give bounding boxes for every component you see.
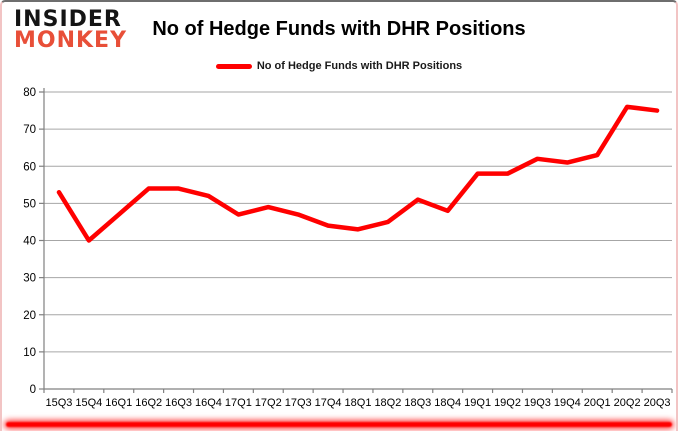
bottom-red-glow-bar bbox=[6, 422, 672, 427]
legend-label: No of Hedge Funds with DHR Positions bbox=[256, 60, 463, 72]
y-axis-tick-label: 30 bbox=[23, 273, 36, 285]
x-axis-tick-label: 19Q1 bbox=[464, 397, 491, 409]
legend: No of Hedge Funds with DHR Positions bbox=[2, 60, 676, 72]
y-axis-tick-label: 0 bbox=[30, 384, 36, 396]
x-axis-tick-label: 18Q2 bbox=[374, 397, 401, 409]
x-axis-tick-label: 17Q1 bbox=[225, 397, 252, 409]
axes bbox=[39, 88, 673, 393]
series-line-hedge-fund-positions bbox=[56, 104, 660, 243]
x-axis-tick-label: 17Q3 bbox=[285, 397, 312, 409]
x-axis-tick-label: 19Q2 bbox=[494, 397, 521, 409]
x-axis-tick-label: 17Q4 bbox=[315, 397, 342, 409]
legend-line-swatch-icon bbox=[215, 63, 252, 69]
x-axis-tick-label: 18Q4 bbox=[434, 397, 461, 409]
x-axis-tick-label: 19Q3 bbox=[524, 397, 551, 409]
x-axis-tick-label: 19Q4 bbox=[554, 397, 581, 409]
y-axis-tick-label: 60 bbox=[23, 161, 36, 173]
x-axis-tick-label: 16Q1 bbox=[105, 397, 132, 409]
y-axis-tick-label: 70 bbox=[23, 124, 36, 136]
x-axis-tick-label: 18Q1 bbox=[345, 397, 372, 409]
axis-labels: 0 10 20 30 40 50 60 70 80 15Q3 15Q4 16Q1 16Q2 16Q3 16Q… bbox=[23, 87, 670, 409]
x-axis-tick-label: 15Q4 bbox=[75, 397, 102, 409]
x-axis-tick-label: 17Q2 bbox=[255, 397, 282, 409]
y-axis-tick-label: 20 bbox=[23, 310, 36, 322]
y-axis-tick-label: 40 bbox=[23, 236, 36, 248]
gridlines bbox=[44, 91, 672, 353]
x-axis-tick-label: 20Q1 bbox=[584, 397, 611, 409]
x-axis-tick-label: 16Q4 bbox=[195, 397, 222, 409]
chart-title: No of Hedge Funds with DHR Positions bbox=[152, 18, 526, 40]
x-axis-tick-label: 18Q3 bbox=[404, 397, 431, 409]
logo-text-monkey: MONKEY bbox=[14, 27, 128, 53]
x-axis-tick-label: 16Q2 bbox=[135, 397, 162, 409]
x-axis-tick-label: 16Q3 bbox=[165, 397, 192, 409]
logo-text-insider: INSIDER bbox=[14, 7, 122, 32]
insider-monkey-logo: INSIDER MONKEY bbox=[14, 7, 128, 53]
x-axis-tick-label: 20Q3 bbox=[644, 397, 671, 409]
x-axis-tick-label: 15Q3 bbox=[45, 397, 72, 409]
y-axis-tick-label: 50 bbox=[23, 198, 36, 210]
y-axis-tick-label: 80 bbox=[23, 87, 36, 99]
x-axis-tick-label: 20Q2 bbox=[614, 397, 641, 409]
y-axis-tick-label: 10 bbox=[23, 347, 36, 359]
